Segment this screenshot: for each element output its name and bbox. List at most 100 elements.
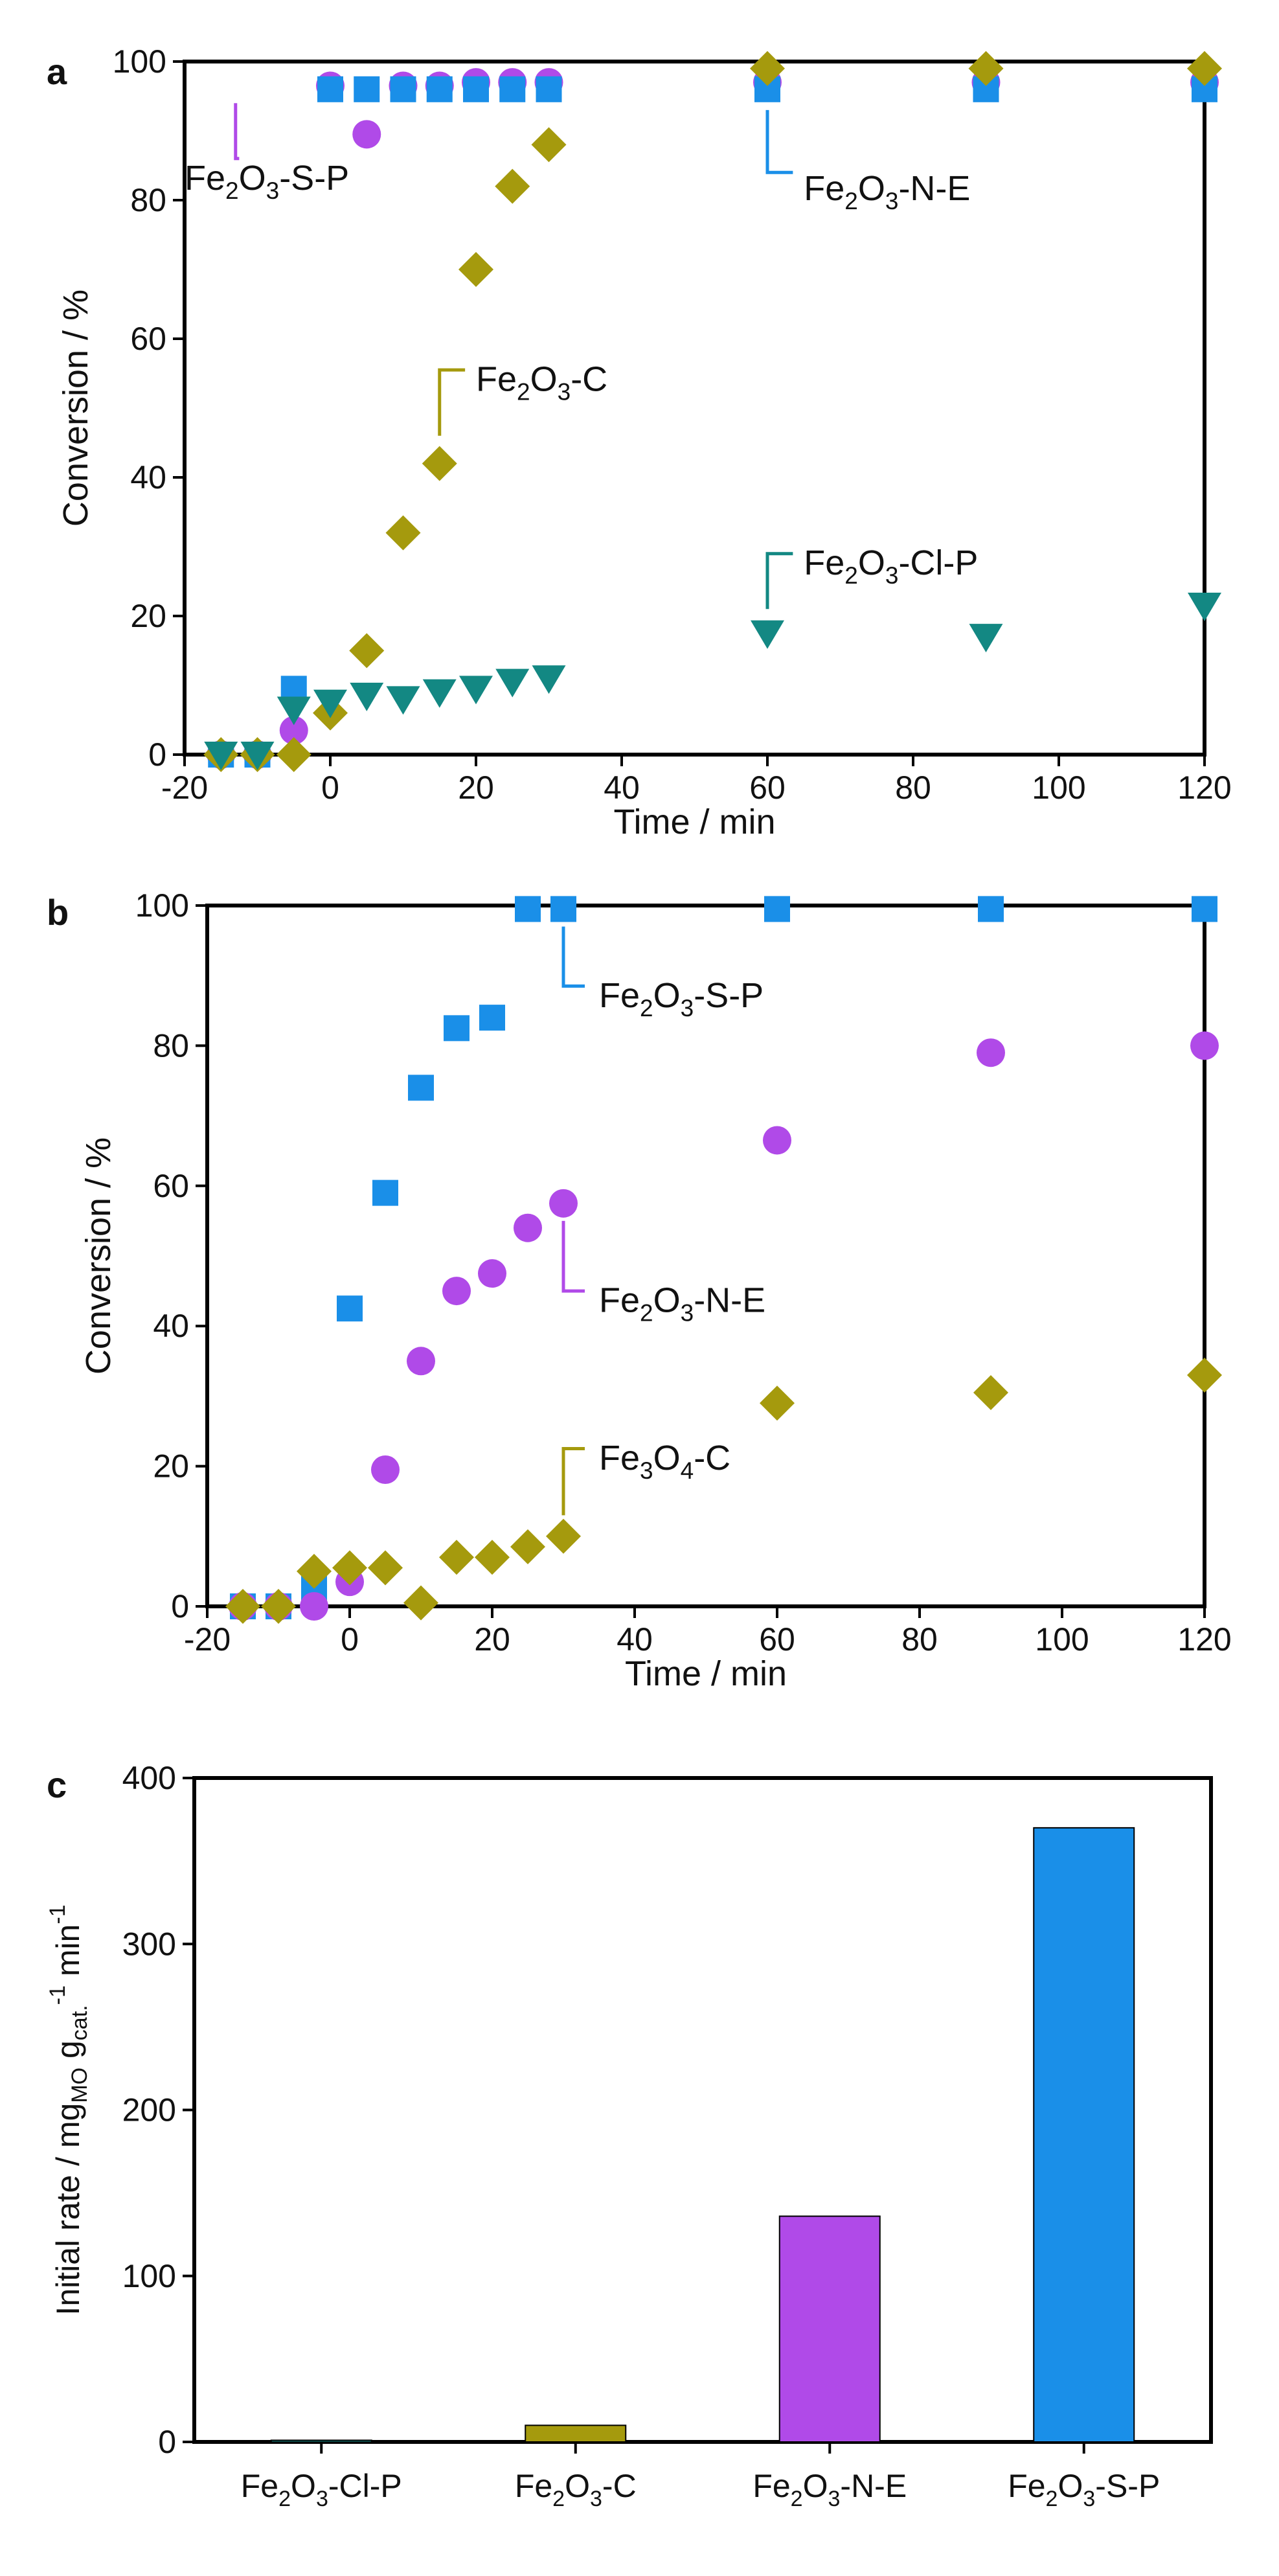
data-point <box>350 683 384 712</box>
annotation-label: Fe2O3-Cl-P <box>804 543 978 589</box>
data-point <box>463 76 489 102</box>
data-point <box>442 1277 471 1306</box>
series-fe3o4-c <box>225 1357 1222 1624</box>
data-point <box>277 696 311 725</box>
bar <box>1033 1827 1135 2443</box>
panel-b-letter: b <box>47 892 69 933</box>
y-tick-label: 100 <box>122 2258 176 2294</box>
data-point <box>297 1553 332 1589</box>
series-fe2o3-n-e <box>208 76 1217 768</box>
data-point <box>536 76 562 102</box>
y-tick-label: 60 <box>130 321 166 357</box>
x-category-label: Fe2O3-Cl-P <box>241 2468 402 2511</box>
data-point <box>459 676 493 705</box>
data-point <box>515 896 541 922</box>
annotation-3: Fe2O3-Cl-P <box>765 543 978 610</box>
data-point <box>403 1585 438 1621</box>
data-point <box>495 168 530 204</box>
annotation-label: Fe2O3-N-E <box>599 1281 765 1327</box>
data-point <box>444 1015 470 1042</box>
annotation-label: Fe3O4-C <box>599 1439 730 1484</box>
data-point <box>408 1075 434 1101</box>
annotation-2: Fe3O4-C <box>561 1439 730 1516</box>
data-point <box>969 624 1003 653</box>
x-tick-label: 80 <box>895 769 931 806</box>
data-point <box>279 716 308 745</box>
annotation-1: Fe2O3-N-E <box>561 1220 765 1327</box>
data-point <box>426 76 453 102</box>
data-point <box>531 127 567 163</box>
callout-line <box>765 109 793 174</box>
data-point <box>313 689 347 718</box>
data-point <box>240 742 275 770</box>
data-point <box>763 1126 791 1155</box>
x-tick-label: -20 <box>184 1621 231 1658</box>
data-point <box>1190 1031 1219 1060</box>
data-point <box>760 1385 795 1421</box>
y-tick-label: 400 <box>122 1760 176 1796</box>
data-point <box>372 1180 398 1206</box>
data-point <box>332 1550 367 1586</box>
bar <box>270 2439 372 2443</box>
y-tick-label: 60 <box>153 1168 189 1204</box>
panel-a-letter: a <box>47 51 67 92</box>
data-point <box>510 1529 545 1565</box>
plot-frame <box>183 60 1206 757</box>
data-point <box>479 1005 505 1031</box>
data-point <box>764 896 790 922</box>
data-point <box>549 1189 578 1218</box>
data-point <box>1187 51 1222 86</box>
x-category-label: Fe2O3-N-E <box>753 2468 907 2511</box>
x-category-label: Fe2O3-S-P <box>1008 2468 1160 2511</box>
annotation-label: Fe2O3-N-E <box>804 169 970 214</box>
y-axis-title: Conversion / % <box>79 1137 118 1374</box>
x-axis-title: Time / min <box>613 803 775 841</box>
series-fe2o3-cl-p <box>204 592 1221 770</box>
data-point <box>352 120 381 149</box>
y-tick-label: 0 <box>171 1588 189 1624</box>
data-point <box>407 1347 435 1376</box>
annotation-2: Fe2O3-C <box>438 359 607 436</box>
data-point <box>354 76 380 102</box>
x-tick-label: 20 <box>474 1621 510 1658</box>
data-point <box>546 1518 581 1554</box>
data-point <box>532 665 566 694</box>
annotation-0: Fe2O3-S-P <box>185 103 349 204</box>
data-point <box>422 446 457 481</box>
annotation-label: Fe2O3-C <box>476 359 607 405</box>
data-point <box>317 76 343 102</box>
data-point <box>439 1540 474 1575</box>
data-point <box>422 679 457 708</box>
callout-line <box>234 103 240 161</box>
data-point <box>300 1592 328 1621</box>
y-tick-label: 200 <box>122 2092 176 2128</box>
callout-line <box>561 926 585 988</box>
data-point <box>514 1213 542 1242</box>
y-tick-label: 20 <box>130 598 166 634</box>
x-tick-label: 0 <box>321 769 339 806</box>
data-point <box>478 1259 506 1288</box>
data-point <box>261 1589 296 1624</box>
y-tick-label: 20 <box>153 1448 189 1485</box>
x-tick-label: 100 <box>1032 769 1085 806</box>
series-fe2o3-s-p <box>207 68 1219 769</box>
y-tick-label: 300 <box>122 1926 176 1962</box>
data-point <box>337 1295 363 1322</box>
x-tick-label: 60 <box>759 1621 795 1658</box>
panel-c: c 0 100 200 300 400 Fe2O3-Cl-P Fe2O3-C Fe2O3-N-… <box>45 1760 1213 2511</box>
x-tick-label: -20 <box>161 769 208 806</box>
x-tick-label: 40 <box>604 769 640 806</box>
x-category-label: Fe2O3-C <box>515 2468 637 2511</box>
y-tick-label: 0 <box>148 736 166 773</box>
data-point <box>368 1550 403 1586</box>
data-point <box>276 737 311 772</box>
x-tick-label: 0 <box>341 1621 359 1658</box>
callout-line <box>438 368 466 436</box>
data-point <box>458 252 493 287</box>
data-point <box>1192 896 1217 922</box>
y-tick-label: 40 <box>153 1308 189 1344</box>
series-fe2o3-c <box>203 51 1222 772</box>
data-point <box>550 896 576 922</box>
